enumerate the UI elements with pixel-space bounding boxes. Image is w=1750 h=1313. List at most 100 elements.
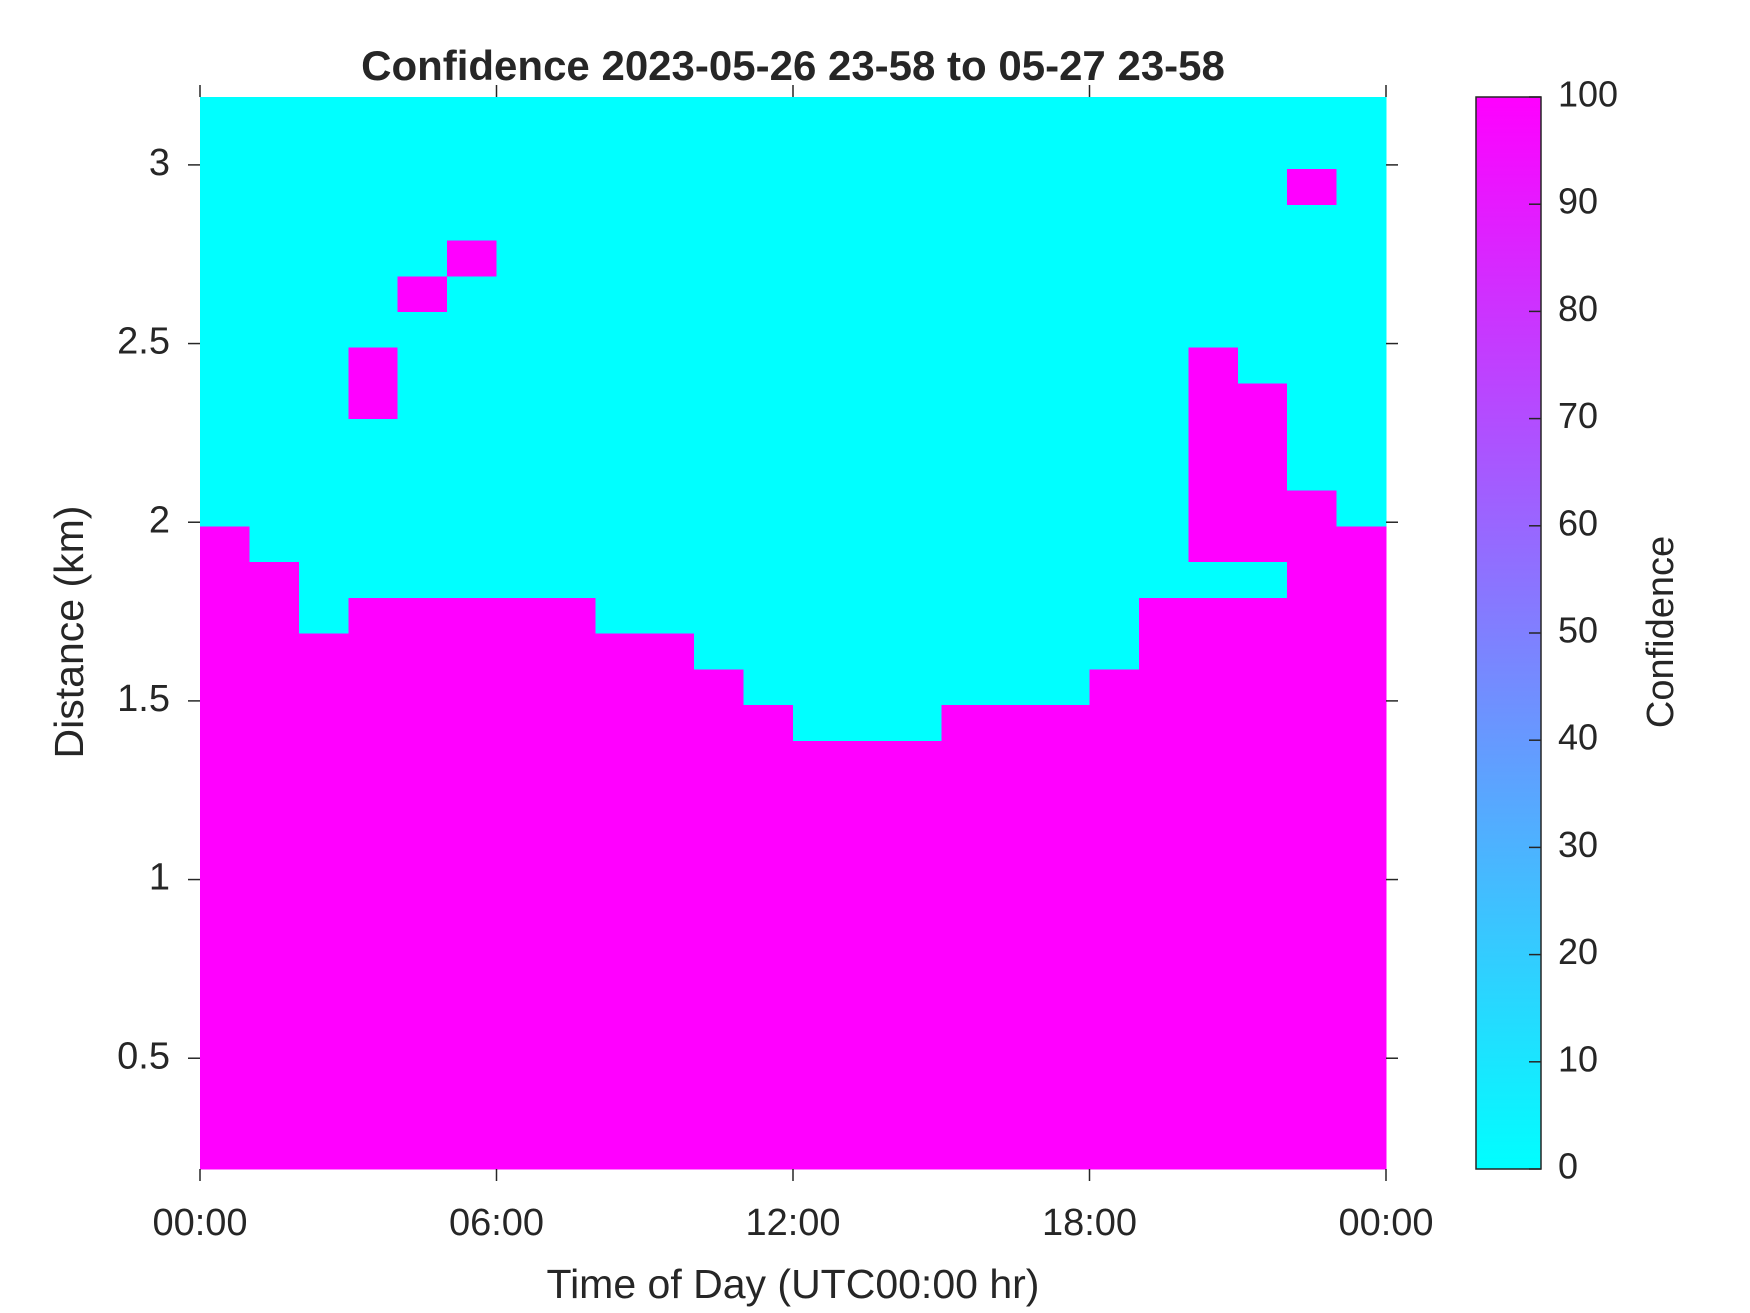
- heatmap-cell: [1287, 525, 1338, 563]
- heatmap-cell: [1188, 1061, 1239, 1099]
- heatmap-cell: [891, 454, 942, 491]
- heatmap-cell: [447, 740, 498, 777]
- heatmap-cell: [447, 954, 498, 991]
- heatmap-cell: [842, 1133, 893, 1170]
- heatmap-cell: [990, 490, 1041, 527]
- heatmap-cell: [990, 311, 1041, 348]
- heatmap-cell: [447, 1133, 498, 1170]
- heatmap-cell: [397, 418, 448, 455]
- heatmap-cell: [496, 97, 547, 134]
- colorbar-tick-label: 50: [1558, 610, 1598, 651]
- heatmap-cell: [793, 204, 844, 241]
- heatmap-cell: [644, 132, 695, 170]
- heatmap-cell: [595, 597, 646, 634]
- heatmap-cell: [1336, 97, 1387, 134]
- heatmap-cell: [595, 525, 646, 563]
- heatmap-cell: [743, 1061, 794, 1099]
- heatmap-cell: [447, 239, 498, 277]
- heatmap-cell: [743, 597, 794, 634]
- heatmap-cell: [348, 239, 399, 277]
- heatmap-cell: [743, 918, 794, 956]
- heatmap-cell: [793, 1026, 844, 1063]
- heatmap-cell: [743, 990, 794, 1027]
- heatmap-cell: [1188, 275, 1239, 312]
- colorbar-tick-label: 70: [1558, 395, 1598, 436]
- heatmap-cell: [694, 347, 745, 384]
- heatmap-cell: [1040, 740, 1091, 777]
- heatmap-cell: [1089, 418, 1140, 455]
- heatmap-cell: [595, 740, 646, 777]
- heatmap-cell: [694, 918, 745, 956]
- heatmap-cell: [941, 418, 992, 455]
- heatmap-cell: [743, 668, 794, 706]
- heatmap-cell: [595, 1097, 646, 1134]
- heatmap-cell: [891, 883, 942, 920]
- heatmap-cell: [743, 490, 794, 527]
- heatmap-cell: [793, 811, 844, 848]
- heatmap-cell: [1336, 883, 1387, 920]
- heatmap-cell: [941, 239, 992, 277]
- heatmap-cell: [298, 1026, 349, 1063]
- heatmap-cell: [1138, 418, 1189, 455]
- heatmap-cell: [595, 490, 646, 527]
- heatmap-cell: [595, 311, 646, 348]
- heatmap-cell: [298, 990, 349, 1027]
- heatmap-cell: [1287, 1097, 1338, 1134]
- heatmap-cell: [397, 597, 448, 634]
- heatmap-cell: [496, 132, 547, 170]
- heatmap-cell: [990, 990, 1041, 1027]
- heatmap-cell: [397, 775, 448, 813]
- heatmap-cell: [941, 561, 992, 598]
- heatmap-cell: [595, 168, 646, 205]
- heatmap-cell: [941, 311, 992, 348]
- heatmap-cell: [842, 490, 893, 527]
- heatmap-cell: [249, 204, 300, 241]
- heatmap-cell: [891, 204, 942, 241]
- heatmap-cell: [545, 704, 596, 741]
- heatmap-cell: [941, 883, 992, 920]
- heatmap-cell: [1336, 1061, 1387, 1099]
- heatmap-cell: [941, 204, 992, 241]
- heatmap-cell: [1237, 97, 1288, 134]
- heatmap-cell: [891, 1097, 942, 1134]
- heatmap-cell: [644, 918, 695, 956]
- heatmap-cell: [1336, 954, 1387, 991]
- heatmap-cell: [397, 704, 448, 741]
- heatmap-cell: [200, 418, 251, 455]
- heatmap-cell: [990, 847, 1041, 884]
- heatmap-cell: [200, 918, 251, 956]
- heatmap-cell: [990, 1133, 1041, 1170]
- heatmap-cell: [1089, 132, 1140, 170]
- heatmap-cell: [249, 1133, 300, 1170]
- heatmap-cell: [1089, 97, 1140, 134]
- heatmap-cell: [1138, 168, 1189, 205]
- heatmap-cell: [397, 561, 448, 598]
- heatmap-cell: [1287, 918, 1338, 956]
- heatmap-cell: [793, 97, 844, 134]
- heatmap-cell: [1287, 382, 1338, 420]
- heatmap-cell: [1089, 597, 1140, 634]
- heatmap-cell: [644, 1061, 695, 1099]
- heatmap-cell: [545, 275, 596, 312]
- heatmap-cell: [990, 275, 1041, 312]
- heatmap-cell: [1287, 490, 1338, 527]
- heatmap-cell: [1237, 918, 1288, 956]
- heatmap-cell: [496, 740, 547, 777]
- heatmap-cell: [842, 954, 893, 991]
- heatmap-cell: [397, 633, 448, 670]
- heatmap-cell: [1040, 847, 1091, 884]
- heatmap-cell: [644, 704, 695, 741]
- heatmap-cell: [397, 1026, 448, 1063]
- heatmap-cell: [249, 239, 300, 277]
- heatmap-cell: [793, 990, 844, 1027]
- heatmap-cell: [694, 275, 745, 312]
- heatmap-cell: [694, 1026, 745, 1063]
- heatmap-cell: [1188, 883, 1239, 920]
- heatmap-cell: [694, 633, 745, 670]
- colorbar-tick-label: 20: [1558, 931, 1598, 972]
- heatmap-cell: [298, 525, 349, 563]
- heatmap-cell: [447, 1061, 498, 1099]
- heatmap-cell: [1287, 168, 1338, 205]
- heatmap-cell: [1138, 1026, 1189, 1063]
- heatmap-cell: [1188, 740, 1239, 777]
